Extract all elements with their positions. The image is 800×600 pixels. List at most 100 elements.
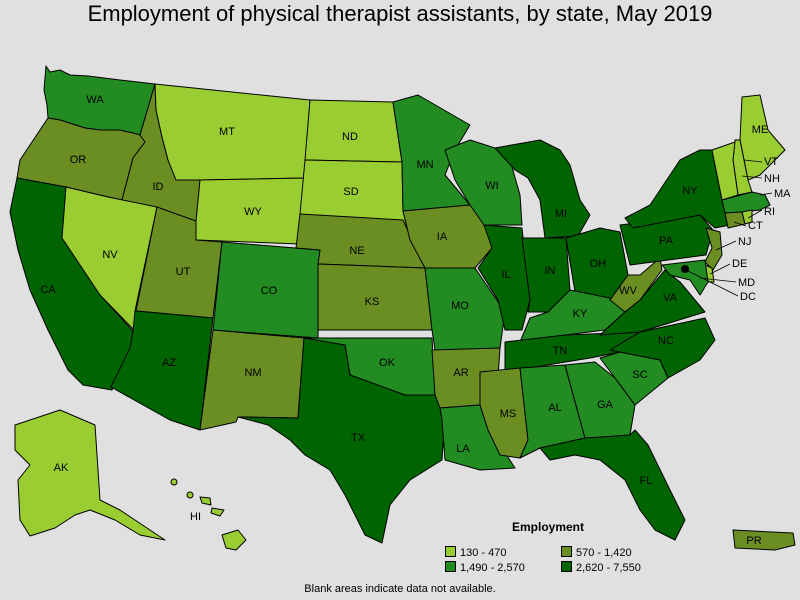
state-label-wi: WI	[485, 180, 498, 192]
legend-item-tier-1: 130 - 470	[445, 546, 506, 560]
hi-island	[199, 496, 212, 506]
state-label-ny: NY	[682, 185, 698, 197]
state-label-me: ME	[752, 124, 769, 136]
state-label-md: MD	[738, 277, 755, 289]
state-label-ky: KY	[573, 308, 588, 320]
state-label-pr: PR	[746, 535, 761, 547]
state-label-wa: WA	[86, 94, 104, 106]
ma-leader-line	[759, 192, 773, 196]
state-label-al: AL	[548, 402, 561, 414]
state-label-ga: GA	[597, 399, 614, 411]
vt-leader-line	[743, 159, 763, 163]
state-label-sc: SC	[632, 369, 647, 381]
nj-leader-line	[715, 240, 737, 251]
state-label-nh: NH	[764, 173, 780, 185]
footnote: Blank areas indicate data not available.	[304, 583, 496, 595]
state-label-ks: KS	[365, 296, 380, 308]
state-label-nv: NV	[102, 249, 118, 261]
state-wi	[444, 139, 523, 226]
legend-item-tier-4: 2,620 - 7,550	[561, 561, 641, 575]
state-label-ut: UT	[176, 266, 191, 278]
state-label-mi: MI	[555, 208, 567, 220]
state-label-tx: TX	[351, 432, 366, 444]
legend-swatch	[561, 561, 572, 572]
legend-label: 570 - 1,420	[576, 547, 632, 559]
state-label-nm: NM	[244, 367, 261, 379]
state-label-vt: VT	[764, 156, 778, 168]
state-label-va: VA	[663, 292, 678, 304]
state-label-mt: MT	[219, 126, 235, 138]
dc-leader-line	[685, 269, 739, 297]
state-vt	[711, 141, 739, 201]
state-label-id: ID	[153, 181, 164, 193]
state-label-ma: MA	[774, 188, 791, 200]
legend-swatch	[445, 561, 456, 572]
state-label-fl: FL	[640, 475, 653, 487]
legend-label: 2,620 - 7,550	[576, 562, 641, 574]
nh-leader-line	[741, 175, 763, 179]
state-label-mn: MN	[416, 159, 433, 171]
state-label-tn: TN	[553, 345, 568, 357]
state-label-dc: DC	[740, 291, 756, 303]
state-label-nj: NJ	[738, 236, 751, 248]
md-leader-line	[699, 277, 737, 283]
state-label-la: LA	[456, 443, 470, 455]
state-label-in: IN	[545, 265, 556, 277]
hi-island	[170, 478, 178, 486]
state-label-ms: MS	[500, 408, 517, 420]
state-label-ct: CT	[748, 220, 763, 232]
legend-label: 130 - 470	[460, 547, 507, 559]
state-az	[110, 310, 214, 431]
state-ak	[14, 409, 166, 541]
legend-item-tier-2: 570 - 1,420	[561, 546, 632, 560]
state-pr	[732, 529, 796, 551]
state-label-mo: MO	[451, 300, 469, 312]
state-me	[739, 94, 786, 181]
state-nj	[704, 227, 723, 271]
state-label-de: DE	[732, 258, 747, 270]
ri-leader-line	[747, 209, 763, 219]
state-mn	[392, 94, 471, 212]
state-label-wv: WV	[619, 285, 637, 297]
state-label-co: CO	[261, 285, 278, 297]
state-hi	[221, 529, 247, 551]
state-label-ca: CA	[40, 284, 56, 296]
state-dc	[681, 265, 689, 273]
state-ct	[724, 211, 746, 229]
ct-leader-line	[733, 221, 747, 227]
state-md	[661, 259, 709, 296]
state-label-sd: SD	[343, 186, 358, 198]
state-mi	[494, 139, 591, 239]
legend-swatch	[561, 546, 572, 557]
state-label-ak: AK	[54, 462, 69, 474]
legend-swatch	[445, 546, 456, 557]
state-wv	[609, 257, 663, 313]
state-label-hi: HI	[190, 511, 201, 523]
state-label-pa: PA	[659, 235, 674, 247]
state-label-az: AZ	[162, 357, 176, 369]
state-label-ia: IA	[437, 231, 448, 243]
state-label-ok: OK	[379, 357, 396, 369]
state-label-oh: OH	[590, 258, 607, 270]
state-label-ri: RI	[764, 206, 775, 218]
state-tx	[237, 337, 446, 544]
state-nm	[199, 329, 305, 431]
legend-label: 1,490 - 2,570	[460, 562, 525, 574]
state-label-or: OR	[70, 154, 87, 166]
hi-island	[186, 491, 194, 499]
state-nc	[609, 317, 716, 379]
state-fl	[539, 429, 686, 541]
legend-title: Employment	[512, 520, 585, 534]
state-label-nd: ND	[342, 131, 358, 143]
hi-island	[210, 507, 225, 517]
map-title: Employment of physical therapist assista…	[87, 1, 713, 26]
state-label-ar: AR	[453, 367, 468, 379]
state-label-ne: NE	[349, 245, 364, 257]
state-label-il: IL	[501, 269, 510, 281]
de-leader-line	[709, 263, 731, 275]
state-wy	[195, 177, 306, 245]
legend-item-tier-3: 1,490 - 2,570	[445, 561, 525, 575]
state-label-wy: WY	[244, 206, 262, 218]
state-label-nc: NC	[658, 335, 674, 347]
